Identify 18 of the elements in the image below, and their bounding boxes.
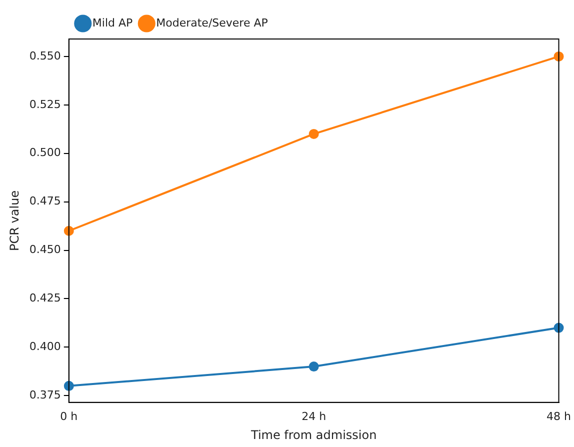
- y-tick-label: 0.525: [29, 98, 61, 111]
- y-tick-label: 0.550: [29, 49, 61, 62]
- x-axis-title: Time from admission: [250, 428, 377, 442]
- x-tick-label: 0 h: [60, 410, 78, 423]
- x-tick-label: 24 h: [302, 410, 326, 423]
- y-tick-label: 0.500: [29, 146, 61, 160]
- legend-label: Moderate/Severe AP: [156, 16, 268, 30]
- y-tick-label: 0.400: [29, 340, 61, 354]
- y-tick-label: 0.375: [29, 388, 61, 402]
- y-axis-title: PCR value: [7, 190, 22, 251]
- y-tick-label: 0.475: [29, 194, 61, 208]
- point: [64, 226, 74, 236]
- y-tick-label: 0.425: [29, 292, 61, 305]
- y-tick-label: 0.450: [29, 243, 61, 256]
- point: [308, 362, 319, 372]
- x-tick-label: 48 h: [546, 410, 572, 423]
- point: [308, 128, 319, 139]
- legend-label: Mild AP: [92, 16, 133, 30]
